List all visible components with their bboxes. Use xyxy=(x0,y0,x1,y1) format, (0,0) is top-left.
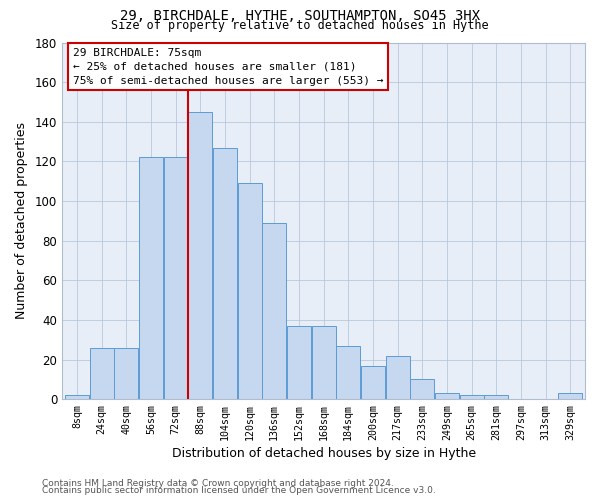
Bar xyxy=(558,393,582,399)
Bar xyxy=(460,395,484,399)
Bar xyxy=(89,348,113,399)
Bar xyxy=(188,112,212,399)
Text: Size of property relative to detached houses in Hythe: Size of property relative to detached ho… xyxy=(111,19,489,32)
Text: 29 BIRCHDALE: 75sqm
← 25% of detached houses are smaller (181)
75% of semi-detac: 29 BIRCHDALE: 75sqm ← 25% of detached ho… xyxy=(73,48,383,86)
Bar xyxy=(262,223,286,399)
Bar xyxy=(238,183,262,399)
Bar xyxy=(386,356,410,399)
Bar xyxy=(115,348,138,399)
X-axis label: Distribution of detached houses by size in Hythe: Distribution of detached houses by size … xyxy=(172,447,476,460)
Bar xyxy=(484,395,508,399)
Bar xyxy=(139,158,163,399)
Bar xyxy=(65,395,89,399)
Text: 29, BIRCHDALE, HYTHE, SOUTHAMPTON, SO45 3HX: 29, BIRCHDALE, HYTHE, SOUTHAMPTON, SO45 … xyxy=(120,9,480,23)
Bar xyxy=(435,393,459,399)
Text: Contains HM Land Registry data © Crown copyright and database right 2024.: Contains HM Land Registry data © Crown c… xyxy=(42,478,394,488)
Bar xyxy=(361,366,385,399)
Y-axis label: Number of detached properties: Number of detached properties xyxy=(15,122,28,320)
Bar xyxy=(164,158,188,399)
Bar xyxy=(287,326,311,399)
Text: Contains public sector information licensed under the Open Government Licence v3: Contains public sector information licen… xyxy=(42,486,436,495)
Bar xyxy=(336,346,360,399)
Bar xyxy=(311,326,335,399)
Bar xyxy=(213,148,237,399)
Bar xyxy=(410,380,434,399)
